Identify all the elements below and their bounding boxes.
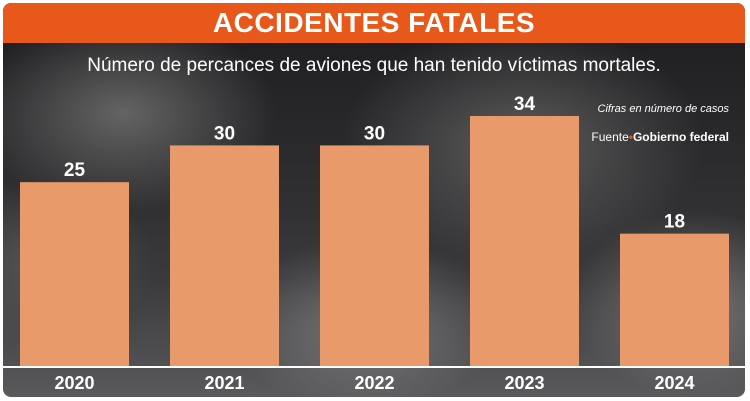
x-tick-label-2020: 2020 [54,373,94,393]
infographic-frame: ACCIDENTES FATALES Número de percances d… [3,3,745,397]
data-label-2022: 30 [364,123,385,144]
source-credit: Fuente•Gobierno federal [591,130,729,144]
units-note: Cifras en número de casos [597,103,729,115]
chart-subtitle: Número de percances de aviones que han t… [87,55,661,76]
x-tick-label-2024: 2024 [654,373,694,393]
source-separator: • [628,130,633,144]
title-bar: ACCIDENTES FATALES [3,3,745,43]
bar-2024 [620,233,729,366]
data-label-2021: 30 [214,123,235,144]
x-tick-label-2023: 2023 [504,373,544,393]
x-tick-label-2021: 2021 [204,373,244,393]
bar-2021 [170,145,279,366]
data-label-2024: 18 [664,212,685,233]
x-tick-label-2022: 2022 [354,373,394,393]
bar-chart: 25 2020 30 2021 30 2022 34 2023 18 2024 [3,94,745,393]
data-label-2023: 34 [514,94,536,115]
bar-2023 [470,116,579,366]
data-label-2020: 25 [64,160,86,181]
source-prefix: Fuente [591,130,629,144]
bar-2020 [20,182,129,366]
bar-2022 [320,145,429,366]
source-name: Gobierno federal [632,130,729,144]
chart-title: ACCIDENTES FATALES [212,7,536,38]
